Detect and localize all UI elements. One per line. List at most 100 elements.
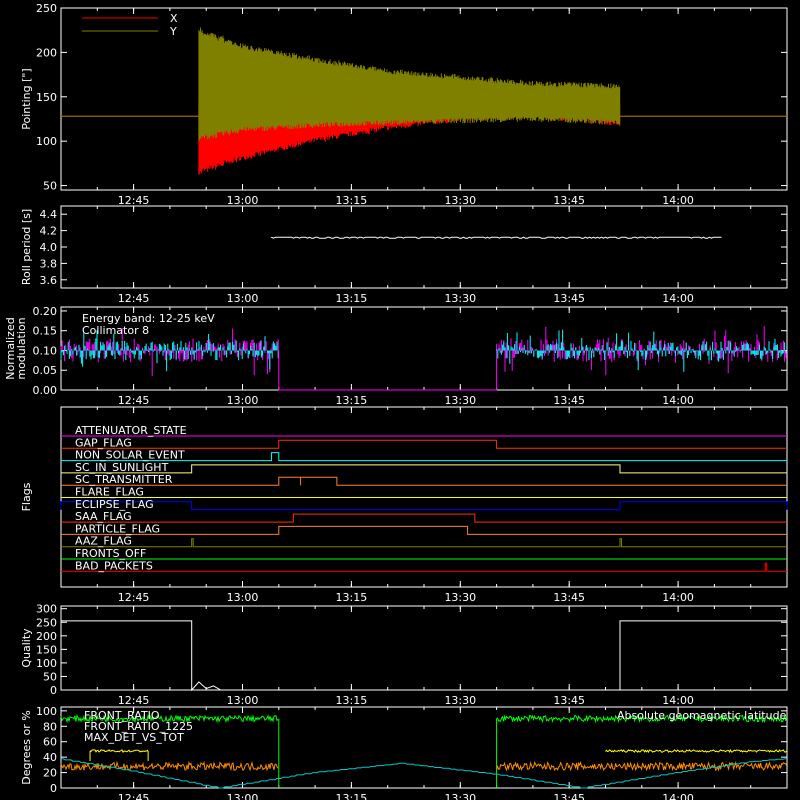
x-tick-label: 14:00	[662, 292, 694, 305]
y-tick-label: 0.10	[33, 344, 58, 357]
y-tick-label: 100	[36, 705, 57, 718]
flag-line-aaz-flag	[61, 538, 787, 548]
series-y-line	[198, 27, 621, 141]
flag-line-non-solar-event	[61, 452, 787, 462]
legend-label-x: X	[170, 12, 178, 25]
y-tick-label: 150	[36, 643, 57, 656]
y-tick-label: 3.6	[40, 274, 58, 287]
y-tick-label: 50	[43, 180, 57, 193]
x-tick-label: 14:00	[662, 591, 694, 604]
x-tick-label: 12:45	[118, 792, 150, 800]
y-tick-label: 250	[36, 616, 57, 629]
y-tick-label: 150	[36, 91, 57, 104]
x-tick-label: 12:45	[118, 591, 150, 604]
flag-line-gap-flag	[61, 439, 787, 449]
flag-label-sc-in-sunlight: SC_IN_SUNLIGHT	[75, 461, 169, 474]
panel-2-frame	[60, 205, 788, 289]
modulation-series-2	[60, 329, 787, 372]
x-tick-label: 13:30	[444, 394, 476, 407]
y-tick-label: 80	[43, 720, 57, 733]
legend-label-max-det-vs-tot: MAX_DET_VS_TOT	[84, 731, 184, 744]
y-tick-label: 3.8	[40, 257, 58, 270]
x-tick-label: 13:15	[336, 394, 368, 407]
x-tick-label: 13:15	[336, 194, 368, 207]
flag-line-sc-transmitter	[61, 476, 787, 486]
x-tick-label: 14:00	[662, 394, 694, 407]
y-tick-label: 4.4	[40, 208, 58, 221]
x-tick-label: 12:45	[118, 394, 150, 407]
legend-label-front-ratio: FRONT_RATIO	[84, 709, 160, 722]
flag-label-bad-packets: BAD_PACKETS	[75, 559, 153, 572]
degrees-series-2	[89, 748, 787, 761]
x-tick-label: 13:45	[553, 694, 585, 707]
y-tick-label: 250	[36, 2, 57, 15]
degrees-series-3	[60, 760, 788, 772]
y-tick-label: 0	[50, 684, 57, 697]
x-tick-label: 13:00	[227, 694, 259, 707]
quality-line	[61, 620, 787, 692]
flag-line-particle-flag	[61, 525, 787, 535]
x-tick-label: 13:45	[553, 591, 585, 604]
x-tick-label: 13:30	[444, 292, 476, 305]
roll-period-line	[270, 236, 722, 239]
x-tick-label: 13:45	[553, 292, 585, 305]
flag-line-bad-packets	[61, 562, 787, 572]
y-tick-label: 0.15	[33, 325, 58, 338]
y-tick-label: 0	[50, 782, 57, 795]
flag-line-sc-in-sunlight	[61, 464, 787, 474]
flag-label-sc-transmitter: SC_TRANSMITTER	[75, 473, 173, 486]
x-tick-label: 13:45	[553, 394, 585, 407]
flag-label-particle-flag: PARTICLE_FLAG	[75, 522, 160, 535]
pointing-series	[61, 27, 787, 175]
flag-label-aaz-flag: AAZ_FLAG	[75, 535, 132, 548]
x-tick-label: 13:00	[227, 591, 259, 604]
flag-label-fronts-off: FRONTS_OFF	[75, 547, 146, 560]
y-axis-label: Pointing ["]	[20, 68, 33, 129]
x-tick-label: 13:00	[227, 194, 259, 207]
y-tick-label: 60	[43, 736, 57, 749]
x-tick-label: 12:45	[118, 194, 150, 207]
y-tick-label: 0.20	[33, 305, 58, 318]
flag-label-flare-flag: FLARE_FLAG	[75, 486, 144, 499]
legend-label-front-ratio-1225: FRONT_RATIO_1225	[84, 720, 193, 733]
degrees-series-4	[61, 758, 787, 789]
y-tick-label: 4.2	[40, 225, 58, 238]
y-axis-label: Degrees or %	[20, 710, 33, 784]
modulation-gap-line	[278, 350, 498, 391]
annotation-geomagnetic-latitude: Absolute geomagnetic latitude	[617, 709, 787, 722]
flag-label-eclipse-flag: ECLIPSE_FLAG	[75, 498, 154, 511]
x-tick-label: 13:15	[336, 694, 368, 707]
x-tick-label: 13:45	[553, 792, 585, 800]
x-tick-label: 13:15	[336, 591, 368, 604]
annotation-energy-band: Energy band: 12-25 keV	[82, 312, 215, 325]
x-tick-label: 13:00	[227, 792, 259, 800]
flag-label-attenuator-state: ATTENUATOR_STATE	[75, 424, 187, 437]
y-tick-label: 0.00	[33, 384, 58, 397]
flag-line-saa-flag	[61, 513, 787, 523]
flag-line-eclipse-flag	[60, 501, 788, 511]
flag-label-gap-flag: GAP_FLAG	[75, 436, 132, 449]
x-tick-label: 13:00	[227, 394, 259, 407]
x-tick-label: 13:15	[336, 792, 368, 800]
panel-5-frame	[60, 605, 788, 691]
y-tick-label: 50	[43, 670, 57, 683]
flag-label-saa-flag: SAA_FLAG	[75, 510, 132, 523]
y-axis-label: Roll period [s]	[20, 209, 33, 285]
x-tick-label: 13:30	[444, 792, 476, 800]
x-tick-label: 13:45	[553, 194, 585, 207]
x-tick-label: 13:15	[336, 292, 368, 305]
y-tick-label: 40	[43, 751, 57, 764]
x-tick-label: 12:45	[118, 292, 150, 305]
y-axis-label: Quality	[20, 628, 33, 668]
y-tick-label: 0.05	[33, 364, 58, 377]
y-tick-label: 200	[36, 46, 57, 59]
x-tick-label: 13:00	[227, 292, 259, 305]
annotation-collimator: Collimator 8	[82, 324, 149, 337]
y-tick-label: 20	[43, 767, 57, 780]
x-tick-label: 13:30	[444, 694, 476, 707]
x-tick-label: 13:30	[444, 591, 476, 604]
y-axis-label: Flags	[20, 482, 33, 511]
y-axis-label: modulation	[15, 317, 28, 379]
y-tick-label: 300	[36, 603, 57, 616]
